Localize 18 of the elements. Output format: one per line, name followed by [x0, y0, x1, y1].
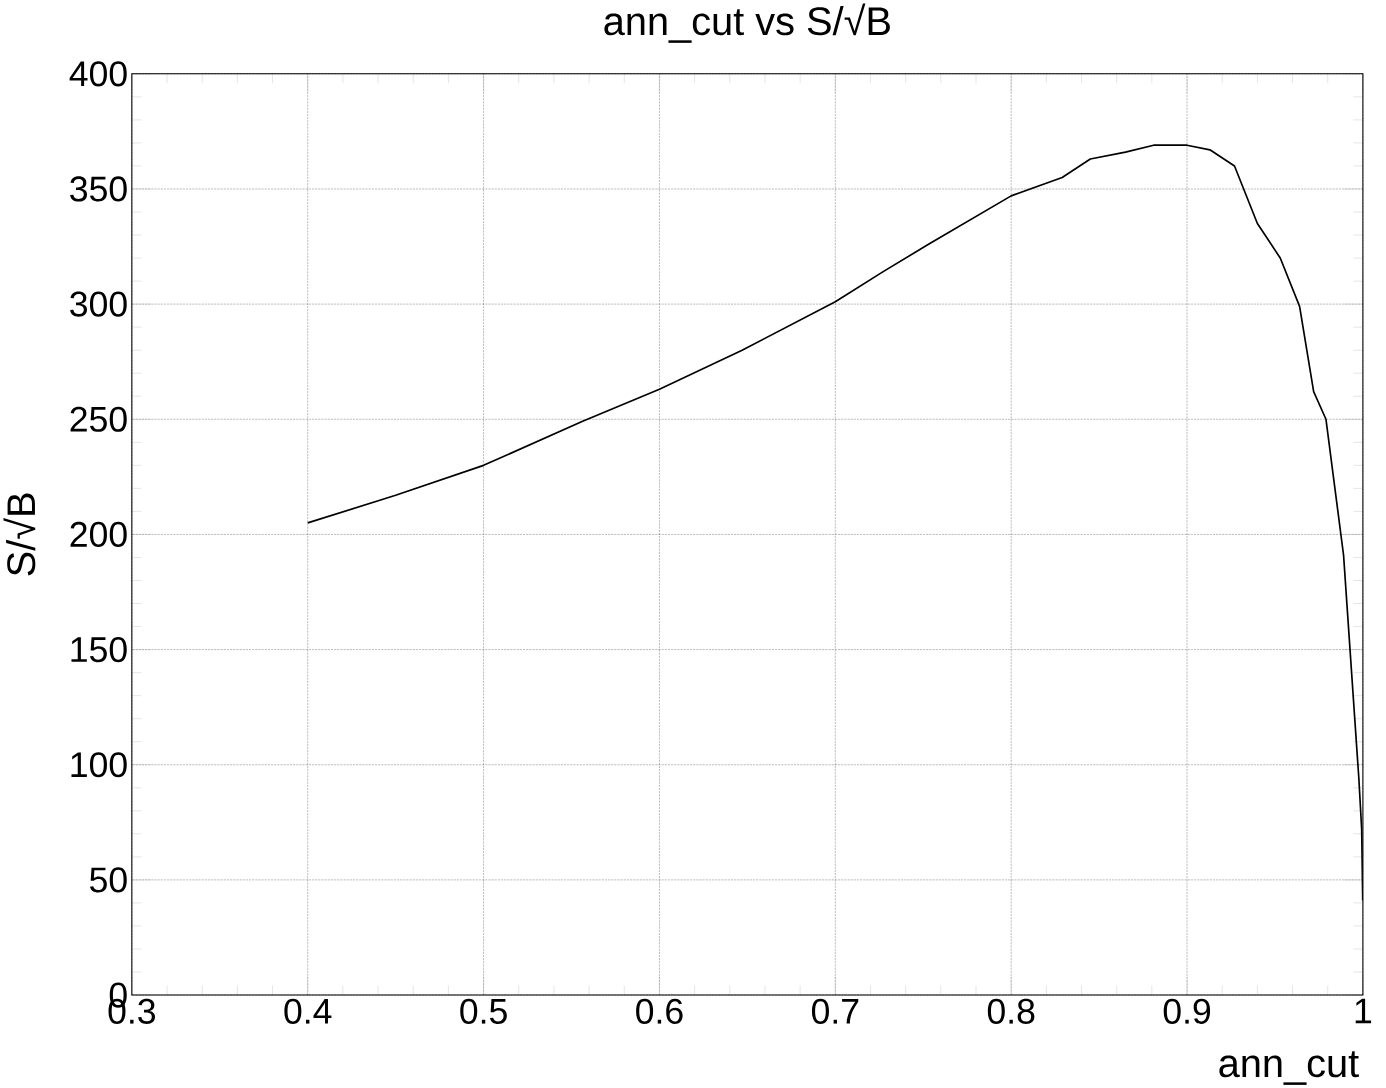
x-tick-label: 0.4 [284, 998, 332, 1024]
y-tick-label: 300 [70, 291, 127, 317]
x-tick-label: 0.8 [987, 998, 1035, 1024]
x-tick-label: 0.7 [811, 998, 859, 1024]
x-tick-label: 0.9 [1163, 998, 1211, 1024]
y-tick-label: 400 [69, 61, 127, 87]
y-tick-label: 250 [70, 406, 127, 432]
x-tick-label: 0.5 [460, 998, 507, 1024]
y-tick-label: 200 [70, 521, 127, 547]
x-tick-label: 1 [1355, 998, 1372, 1024]
x-tick-label: 0.6 [636, 998, 683, 1024]
x-axis-title: ann_cut [1219, 1051, 1359, 1085]
y-tick-label: 150 [71, 636, 127, 662]
y-axis-title: S/√B [3, 493, 36, 576]
chart-title: ann_cut vs S/√B [604, 3, 890, 43]
y-tick-label: 50 [90, 867, 127, 893]
y-tick-label: 100 [71, 751, 127, 778]
y-tick-label: 350 [70, 176, 127, 202]
